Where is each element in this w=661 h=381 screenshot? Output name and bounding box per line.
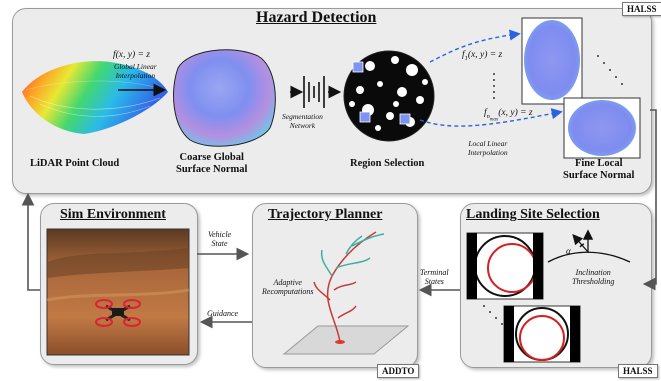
local-interp-note: Local Linear Interpolation xyxy=(468,139,508,157)
trajectory-tree xyxy=(313,231,385,343)
drone-icon xyxy=(95,299,141,327)
vehicle-state-note: Vehicle State xyxy=(208,230,232,249)
landing-site-title: Landing Site Selection xyxy=(466,207,600,222)
region-selection-label: Region Selection xyxy=(350,158,425,169)
region-selection-image xyxy=(343,50,435,142)
lidar-point-cloud-label: LiDAR Point Cloud xyxy=(30,158,120,169)
local-interp-arrow-bottom xyxy=(419,108,563,127)
coarse-normal-label: Coarse Global Surface Normal xyxy=(176,152,248,176)
guidance-note: Guidance xyxy=(207,309,239,318)
hazard-detection-title: Hazard Detection xyxy=(256,9,377,26)
hazard-to-landing-arrow xyxy=(642,109,657,291)
local-function-1-label: f1(x, y) = z xyxy=(462,50,503,62)
fine-ellipsis-dots xyxy=(597,55,623,85)
global-interp-note: Global Linear Interpolation xyxy=(114,62,157,80)
landing-ellipsis-dots xyxy=(483,305,503,325)
sim-to-hazard-arrow xyxy=(21,192,40,291)
hazard-halss-tag: HALSS xyxy=(622,2,661,16)
landing-site-image-2 xyxy=(503,305,581,363)
lidar-point-cloud xyxy=(22,61,168,135)
fine-surface-normal-image-2 xyxy=(563,97,641,159)
landing-pad-plane xyxy=(282,325,410,355)
adaptive-recomputations-note: Adaptive Recomputations xyxy=(262,278,314,297)
inclination-icon xyxy=(547,229,631,263)
landing-halss-tag: HALSS xyxy=(618,364,658,378)
global-function-label: f(x, y) = z xyxy=(113,50,151,60)
local-ellipsis-dots xyxy=(493,73,495,99)
coarse-surface-normal-image xyxy=(173,49,276,147)
planner-addto-tag: ADDTO xyxy=(377,364,420,378)
terminal-states-note: Terminal States xyxy=(420,268,449,287)
sim-environment-title: Sim Environment xyxy=(60,207,166,222)
segmentation-network-note: Segmentation Network xyxy=(282,112,323,130)
sim-environment-image xyxy=(46,228,190,356)
trajectory-planner-title: Trajectory Planner xyxy=(268,207,383,222)
segmentation-network-icon xyxy=(290,76,342,108)
inclination-thresholding-note: Inclination Thresholding xyxy=(572,268,615,287)
local-function-n-label: fnmax(x, y) = z xyxy=(484,108,533,123)
local-interp-arrow-top xyxy=(429,29,521,63)
alpha-angle-label: α xyxy=(566,246,571,256)
fine-surface-normal-image-1 xyxy=(521,17,583,105)
fine-normal-label: Fine Local Surface Normal xyxy=(563,158,635,182)
landing-site-image-1 xyxy=(466,232,544,300)
